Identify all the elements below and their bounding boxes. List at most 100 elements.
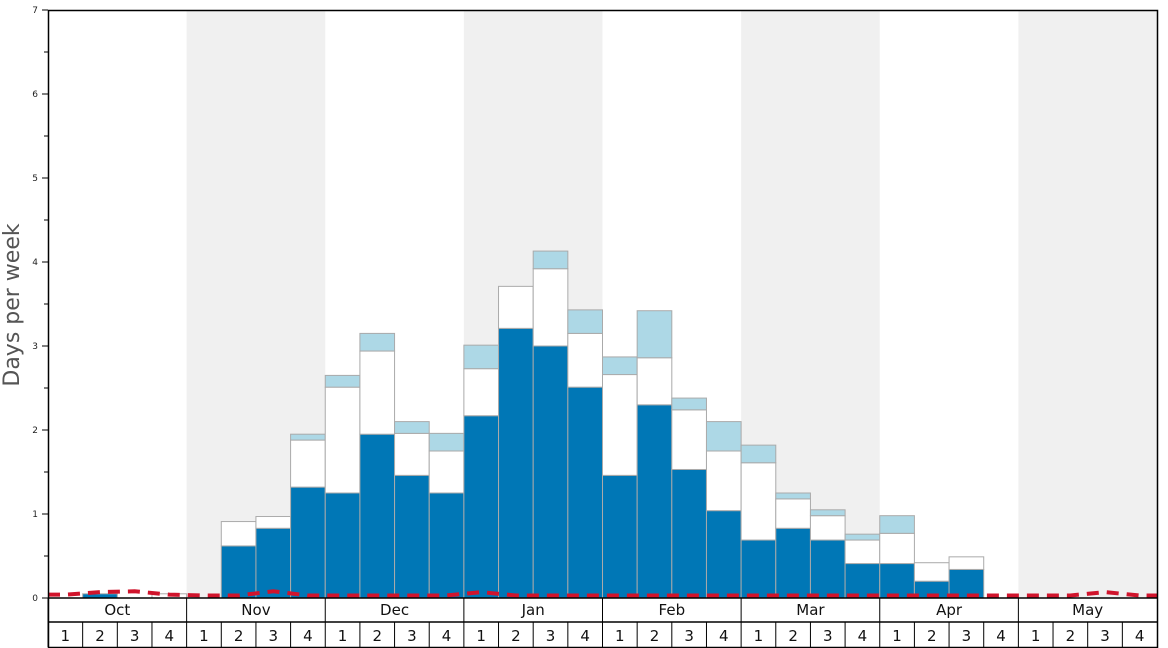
week-label: 4 xyxy=(858,627,868,645)
month-label: Dec xyxy=(380,601,409,619)
week-label: 4 xyxy=(303,627,313,645)
bar-segment xyxy=(532,345,569,599)
bar-segment xyxy=(532,268,569,347)
week-label: 3 xyxy=(546,627,556,645)
bar-segment xyxy=(705,421,742,452)
y-tick-label: 4 xyxy=(32,258,38,268)
week-label: 3 xyxy=(962,627,972,645)
bar-segment xyxy=(567,309,603,334)
month-label: Jan xyxy=(521,601,545,619)
bar-segment xyxy=(463,368,500,417)
month-label: Apr xyxy=(936,601,963,619)
week-label: 3 xyxy=(130,627,140,645)
bar-segment xyxy=(532,250,569,270)
y-axis: 0 1 2 3 4 5 6 7 xyxy=(32,6,48,604)
bar-segment xyxy=(844,533,881,541)
bar-segment xyxy=(220,521,257,547)
bar-segment xyxy=(394,474,430,599)
bar-segment xyxy=(775,492,811,500)
y-axis-label: Days per week xyxy=(0,223,25,386)
bar-segment xyxy=(879,515,915,534)
bars-layer xyxy=(82,250,985,599)
week-label: 3 xyxy=(407,627,417,645)
bar-segment xyxy=(671,409,707,470)
bar-segment xyxy=(602,474,638,599)
month-label: Oct xyxy=(104,601,130,619)
bar-segment xyxy=(740,444,777,464)
bar-segment xyxy=(602,356,638,376)
bar-segment xyxy=(290,439,326,488)
bar-segment xyxy=(463,415,500,599)
bar-segment xyxy=(948,568,985,599)
bar-segment xyxy=(567,332,603,388)
bar-segment xyxy=(324,374,361,388)
bar-segment xyxy=(428,450,465,494)
bar-segment xyxy=(463,344,500,370)
bar-segment xyxy=(775,498,811,529)
week-label: 4 xyxy=(442,627,452,645)
week-label: 3 xyxy=(268,627,278,645)
bar-segment xyxy=(394,432,430,476)
week-label: 4 xyxy=(165,627,175,645)
bar-segment xyxy=(324,386,361,494)
bar-segment xyxy=(809,515,846,541)
y-tick-label: 3 xyxy=(32,342,38,352)
bar-segment xyxy=(636,404,673,599)
bar-segment xyxy=(567,386,603,599)
bar-segment xyxy=(671,468,707,599)
bar-segment xyxy=(913,562,950,582)
bar-segment xyxy=(359,332,396,352)
bar-segment xyxy=(844,539,881,565)
month-label: Mar xyxy=(796,601,825,619)
week-label: 4 xyxy=(1135,627,1145,645)
bar-segment xyxy=(498,285,534,329)
week-label: 1 xyxy=(754,627,764,645)
week-label: 2 xyxy=(650,627,660,645)
y-tick-label: 6 xyxy=(32,90,38,100)
bar-segment xyxy=(671,397,707,411)
y-tick-label: 0 xyxy=(32,594,38,604)
bar-segment xyxy=(636,357,673,406)
bar-segment xyxy=(705,510,742,599)
week-label: 1 xyxy=(892,627,902,645)
week-label: 1 xyxy=(199,627,209,645)
bar-segment xyxy=(290,433,326,441)
bar-segment xyxy=(775,527,811,599)
week-label: 4 xyxy=(719,627,729,645)
week-label: 2 xyxy=(234,627,244,645)
y-tick-label: 2 xyxy=(32,426,38,436)
week-label: 2 xyxy=(788,627,798,645)
bar-segment xyxy=(290,486,326,599)
bar-segment xyxy=(844,563,881,599)
week-label: 1 xyxy=(61,627,71,645)
month-label: Feb xyxy=(659,601,686,619)
week-label: 2 xyxy=(927,627,937,645)
week-label: 2 xyxy=(372,627,382,645)
y-tick-label: 7 xyxy=(32,6,38,16)
week-label: 4 xyxy=(996,627,1006,645)
week-label: 3 xyxy=(1100,627,1110,645)
bar-segment xyxy=(498,327,534,599)
week-label: 2 xyxy=(95,627,105,645)
x-axis: Oct 1 2 3 4 Nov 1 2 3 4 Dec 1 2 3 4 Jan 1 2 3 4 Feb 1 2 3 4 Mar 1 2… xyxy=(47,597,1157,647)
bar-segment xyxy=(636,310,673,359)
week-label: 3 xyxy=(684,627,694,645)
bar-segment xyxy=(255,516,292,529)
bar-segment xyxy=(394,421,430,434)
bar-segment xyxy=(220,545,257,599)
y-tick-label: 5 xyxy=(32,174,38,184)
week-label: 1 xyxy=(615,627,625,645)
bar-segment xyxy=(324,492,361,599)
bar-segment xyxy=(602,374,638,476)
month-label: May xyxy=(1072,601,1103,619)
bar-segment xyxy=(428,432,465,452)
bar-segment xyxy=(740,462,777,541)
month-shade xyxy=(1018,10,1157,598)
week-label: 1 xyxy=(338,627,348,645)
week-label: 4 xyxy=(580,627,590,645)
week-label: 1 xyxy=(1031,627,1041,645)
bar-segment xyxy=(255,527,292,599)
bar-segment xyxy=(809,509,846,517)
bar-segment xyxy=(359,433,396,599)
